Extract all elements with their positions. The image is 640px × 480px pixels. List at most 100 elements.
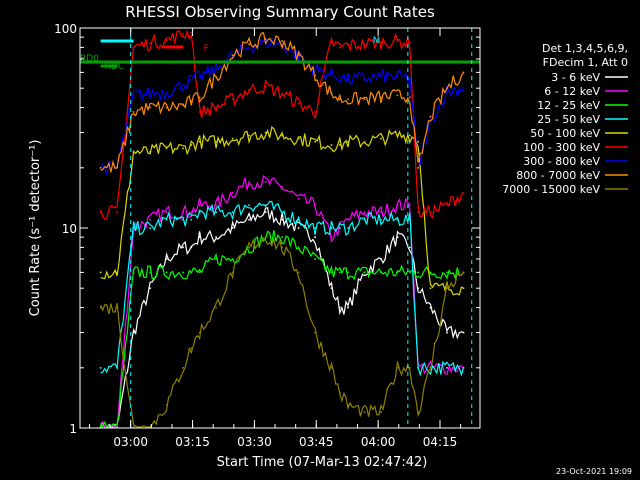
series-1-point [380, 258, 382, 260]
chart-title: RHESSI Observing Summary Count Rates [125, 3, 435, 21]
series-3-point [363, 271, 366, 274]
series-9-point [215, 306, 217, 309]
series-1-point [198, 236, 201, 238]
series-4-point [165, 218, 168, 221]
y-tick-label: 10 [62, 222, 77, 236]
series-6-point [99, 211, 102, 213]
series-9-point [231, 271, 234, 274]
series-5-point [297, 137, 300, 140]
y-tick-label: 1 [69, 422, 77, 436]
series-1-point [264, 211, 267, 213]
series-8-point [99, 167, 102, 169]
legend-entry: 300 - 800 keV [523, 155, 628, 168]
series-5-point [99, 271, 102, 274]
series-8-point [314, 74, 316, 77]
series-6-point [417, 211, 419, 213]
series-4-point [281, 211, 283, 213]
series-5-point [396, 134, 399, 137]
series-3-point [116, 426, 118, 428]
series-6-point [380, 41, 382, 43]
series-9-point [314, 331, 316, 334]
series-7-point [132, 94, 135, 97]
series-5-point [182, 147, 184, 150]
series-9-point [198, 331, 201, 334]
series-4 [99, 200, 465, 377]
series-6-point [165, 39, 168, 41]
series-1-point [396, 236, 399, 238]
series-line-1 [100, 207, 464, 428]
series-6-point [281, 92, 283, 95]
series-7-point [215, 68, 217, 71]
legend-entry-label: 800 - 7000 keV [516, 169, 600, 182]
series-7-point [330, 74, 333, 77]
series-4-point [314, 227, 316, 229]
series-6-point [446, 204, 448, 206]
series-3 [99, 230, 465, 429]
flag-label: RD0 [80, 54, 99, 64]
series-5-point [429, 287, 432, 289]
x-tick-label: 03:00 [113, 435, 148, 449]
series-4-point [446, 367, 448, 369]
series-7-point [190, 79, 193, 81]
series-9-point [347, 404, 349, 406]
series-6-point [409, 42, 411, 44]
series-4-point [248, 204, 250, 206]
series-3-point [417, 271, 419, 274]
legend-entry: 6 - 12 keV [544, 85, 628, 98]
series-9-point [281, 246, 283, 249]
series-2-point [330, 236, 333, 238]
series-3-point [330, 271, 333, 274]
series-4-point [363, 218, 366, 221]
series-4-point [347, 227, 349, 229]
series-3-point [182, 271, 184, 274]
series-2-point [231, 192, 234, 194]
series-8-point [409, 96, 411, 99]
series-5-point [409, 134, 411, 137]
series-6-point [198, 111, 201, 113]
series-8-point [215, 76, 217, 78]
series-1-point [297, 227, 300, 229]
series-8-point [165, 106, 168, 109]
series-line-8 [100, 32, 465, 173]
series-3-point [165, 271, 168, 274]
series-8-point [417, 167, 419, 169]
series-3-point [339, 271, 341, 274]
series-6-point [339, 46, 341, 49]
legend: Det 1,3,4,5,6,9, FDecim 1, Att 0 3 - 6 k… [502, 42, 628, 196]
flags-layer: N F RD0 RDC [80, 28, 480, 428]
series-8-point [231, 54, 234, 57]
series-4-point [149, 227, 151, 229]
series-4-point [99, 367, 102, 369]
series-4-point [182, 218, 184, 221]
legend-entry: 7000 - 15000 keV [502, 183, 628, 196]
series-8-point [446, 87, 448, 89]
series-2-point [182, 211, 184, 213]
series-4-point [231, 211, 234, 213]
series-1-point [339, 306, 341, 309]
series-9-point [264, 236, 267, 238]
series-4-point [297, 218, 300, 221]
series-4-point [330, 227, 333, 229]
legend-entry-label: 7000 - 15000 keV [502, 183, 600, 196]
series-4-point [339, 227, 341, 229]
legend-entry-label: 100 - 300 keV [523, 141, 600, 154]
series-8-point [396, 94, 399, 97]
series-9-point [190, 347, 193, 350]
legend-entry: 50 - 100 keV [530, 127, 628, 140]
series-5-point [264, 131, 267, 134]
legend-entry-label: 3 - 6 keV [551, 71, 600, 84]
series-6-point [363, 43, 366, 45]
series-1-point [182, 246, 184, 249]
series-2-point [248, 181, 250, 183]
series-9-point [132, 426, 135, 428]
series-2-point [363, 211, 366, 213]
series-6-point [182, 33, 184, 36]
series-8-point [330, 92, 333, 95]
series-line-4 [100, 200, 465, 377]
series-3-point [446, 271, 448, 274]
series-4-point [409, 218, 411, 221]
series-7-point [429, 120, 432, 123]
legend-header-line-1: Det 1,3,4,5,6,9, [542, 42, 628, 55]
series-2-point [264, 181, 267, 183]
